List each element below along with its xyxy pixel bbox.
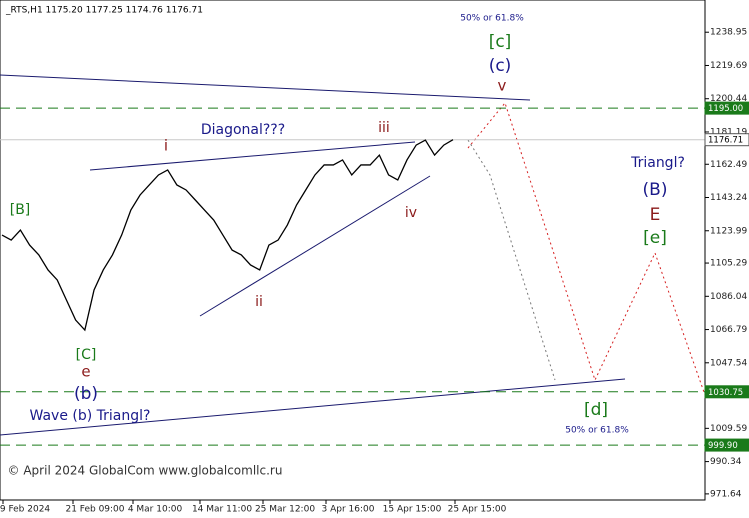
wave-annotation: iv bbox=[405, 205, 417, 221]
price-line-series bbox=[1, 139, 454, 332]
y-tick-label: 1219.69 bbox=[710, 61, 747, 71]
trend-line bbox=[0, 74, 531, 101]
wave-annotation: (B) bbox=[643, 180, 668, 200]
y-tick-label: 990.34 bbox=[710, 457, 742, 467]
y-tick-label: 1047.54 bbox=[710, 358, 747, 368]
x-tick-label: 9 Feb 2024 bbox=[0, 505, 50, 515]
trend-line bbox=[199, 175, 431, 317]
wave-annotation: e bbox=[81, 363, 90, 381]
wave-annotation: 50% or 61.8% bbox=[565, 426, 629, 436]
wave-annotation: © April 2024 GlobalCom www.globalcomllc.… bbox=[8, 464, 283, 478]
wave-annotation: Diagonal??? bbox=[201, 122, 285, 138]
wave-annotation: [c] bbox=[489, 32, 512, 52]
level-label-box bbox=[704, 438, 749, 452]
level-label-box bbox=[704, 385, 749, 399]
wave-annotation: ii bbox=[255, 294, 263, 310]
wave-annotation: Triangl? bbox=[630, 155, 685, 171]
wave-annotation: [e] bbox=[643, 228, 667, 248]
level-label-box bbox=[704, 133, 749, 147]
wave-annotation: [C] bbox=[76, 347, 97, 363]
level-label: 999.90 bbox=[708, 441, 738, 451]
x-tick-label: 15 Apr 15:00 bbox=[383, 505, 442, 515]
level-label-box bbox=[704, 101, 749, 115]
wave-annotation: i bbox=[164, 137, 168, 155]
level-label: 1176.71 bbox=[708, 136, 743, 146]
wave-annotation: [B] bbox=[10, 202, 31, 218]
wave-annotation: 50% or 61.8% bbox=[460, 14, 524, 24]
x-tick-label: 14 Mar 11:00 bbox=[192, 505, 252, 515]
x-tick-label: 3 Apr 16:00 bbox=[322, 505, 375, 515]
y-tick-label: 971.64 bbox=[710, 489, 742, 499]
y-tick-label: 1181.19 bbox=[710, 127, 747, 137]
plot-frame bbox=[0, 0, 706, 501]
y-tick-label: 1105.29 bbox=[710, 259, 747, 269]
level-label: 1030.75 bbox=[708, 388, 743, 398]
y-tick-label: 1066.79 bbox=[710, 325, 747, 335]
forecast-path bbox=[467, 101, 706, 396]
wave-annotation: v bbox=[498, 77, 507, 95]
alt-forecast-path bbox=[467, 139, 556, 381]
level-label: 1195.00 bbox=[708, 104, 743, 114]
wave-annotation: [d] bbox=[584, 400, 608, 420]
y-tick-label: 1143.24 bbox=[710, 193, 747, 203]
wave-annotation: iii bbox=[378, 120, 390, 136]
symbol-header: _RTS,H1 1175.20 1177.25 1174.76 1176.71 bbox=[5, 6, 203, 16]
x-tick-label: 25 Mar 12:00 bbox=[255, 505, 315, 515]
x-tick-label: 21 Feb 09:00 bbox=[65, 505, 124, 515]
x-tick-label: 4 Mar 10:00 bbox=[128, 505, 183, 515]
y-tick-label: 1162.49 bbox=[710, 160, 747, 170]
wave-annotation: (c) bbox=[489, 56, 512, 76]
x-tick-label: 25 Apr 15:00 bbox=[448, 505, 507, 515]
y-tick-label: 1009.59 bbox=[710, 424, 747, 434]
wave-annotation: E bbox=[650, 205, 661, 225]
y-tick-label: 1200.44 bbox=[710, 94, 747, 104]
y-tick-label: 1123.99 bbox=[710, 226, 747, 236]
wave-annotation: (b) bbox=[74, 384, 98, 404]
trend-line bbox=[0, 378, 626, 436]
y-tick-label: 1086.04 bbox=[710, 292, 747, 302]
trend-line bbox=[89, 141, 416, 171]
y-tick-label: 1238.95 bbox=[710, 28, 747, 38]
wave-annotation: Wave (b) Triangl? bbox=[30, 408, 151, 424]
